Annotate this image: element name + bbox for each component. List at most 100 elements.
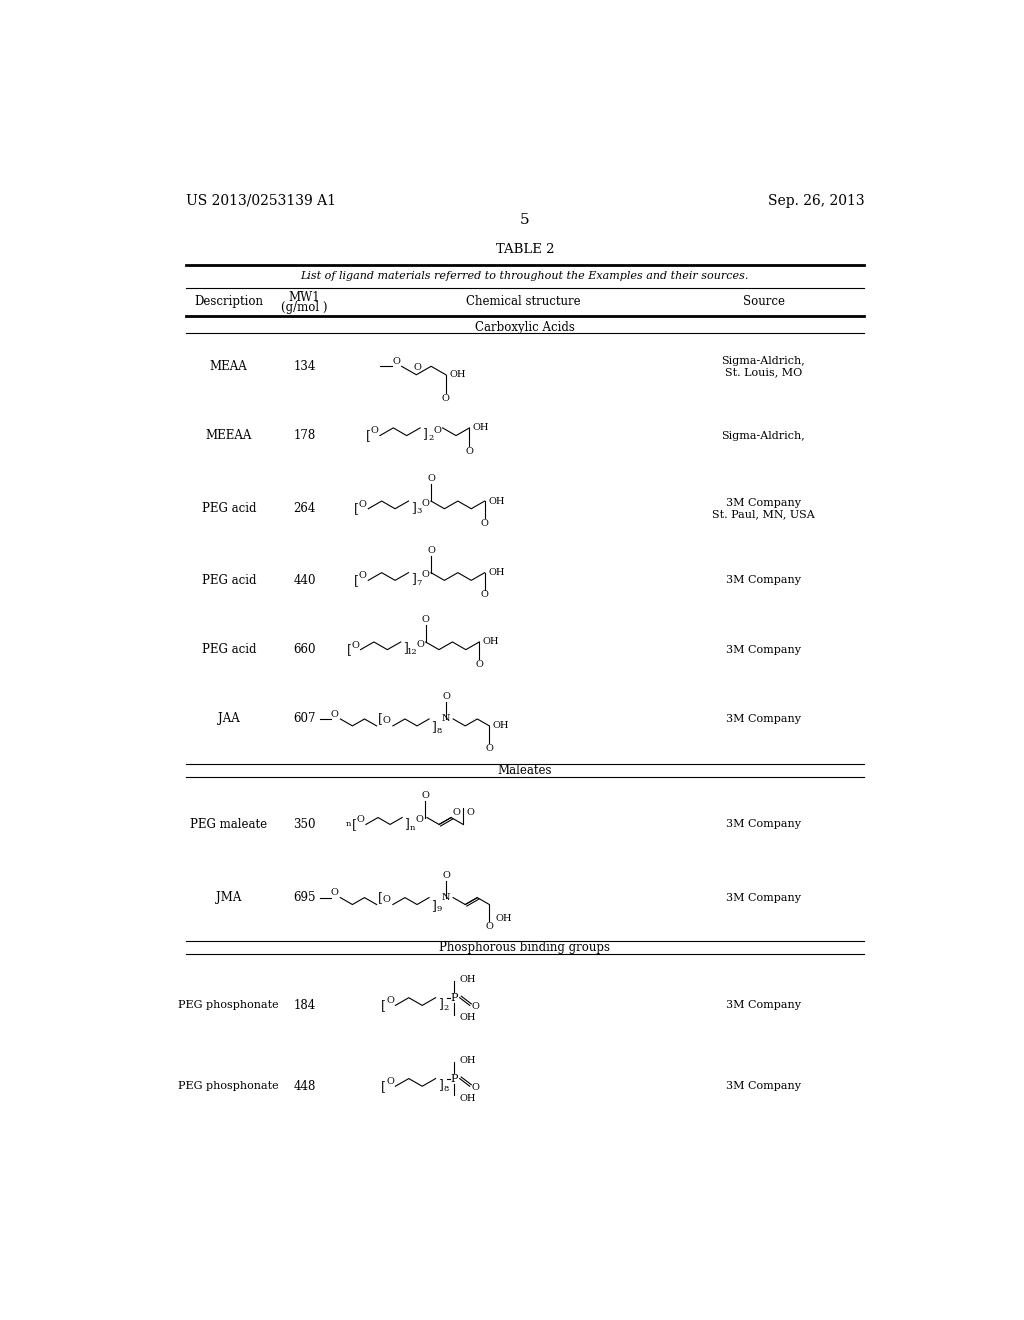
Text: O: O (414, 363, 422, 371)
Text: O: O (442, 871, 451, 879)
Text: ]: ] (411, 573, 416, 585)
Text: ]: ] (438, 998, 442, 1010)
Text: [: [ (352, 818, 356, 832)
Text: US 2013/0253139 A1: US 2013/0253139 A1 (186, 194, 336, 207)
Text: O: O (386, 997, 394, 1006)
Text: JMA: JMA (216, 891, 242, 904)
Text: Description: Description (195, 296, 263, 308)
Text: ]: ] (430, 899, 435, 912)
Text: P: P (451, 1073, 458, 1084)
Text: 3: 3 (417, 507, 422, 515)
Text: 12: 12 (408, 648, 418, 656)
Text: 3M Company: 3M Company (726, 892, 801, 903)
Text: ]: ] (411, 500, 416, 513)
Text: JAA: JAA (218, 713, 240, 726)
Text: O: O (466, 808, 474, 817)
Text: 8: 8 (443, 1085, 450, 1093)
Text: 350: 350 (294, 818, 316, 832)
Text: TABLE 2: TABLE 2 (496, 243, 554, 256)
Text: O: O (480, 590, 488, 599)
Text: O: O (433, 426, 441, 434)
Text: OH: OH (482, 638, 499, 647)
Text: O: O (383, 715, 390, 725)
Text: 3M Company: 3M Company (726, 714, 801, 723)
Text: 448: 448 (294, 1080, 315, 1093)
Text: Sep. 26, 2013: Sep. 26, 2013 (768, 194, 864, 207)
Text: O: O (485, 923, 494, 932)
Text: P: P (451, 993, 458, 1003)
Text: O: O (422, 570, 429, 579)
Text: [: [ (366, 429, 371, 442)
Text: 607: 607 (294, 713, 316, 726)
Text: 7: 7 (417, 578, 422, 586)
Text: Sigma-Aldrich,: Sigma-Aldrich, (722, 430, 805, 441)
Text: O: O (371, 426, 379, 436)
Text: O: O (471, 1002, 479, 1011)
Text: Chemical structure: Chemical structure (466, 296, 581, 308)
Text: List of ligand materials referred to throughout the Examples and their sources.: List of ligand materials referred to thr… (301, 271, 749, 281)
Text: 264: 264 (294, 502, 315, 515)
Text: N: N (442, 714, 451, 723)
Text: Maleates: Maleates (498, 764, 552, 777)
Text: OH: OH (460, 1014, 476, 1022)
Text: OH: OH (488, 568, 505, 577)
Text: O: O (331, 888, 339, 898)
Text: 3M Company: 3M Company (726, 576, 801, 585)
Text: Carboxylic Acids: Carboxylic Acids (475, 321, 574, 334)
Text: PEG acid: PEG acid (202, 502, 256, 515)
Text: OH: OH (495, 913, 512, 923)
Text: O: O (442, 395, 450, 403)
Text: O: O (356, 816, 365, 824)
Text: n: n (410, 824, 415, 832)
Text: Sigma-Aldrich,
St. Louis, MO: Sigma-Aldrich, St. Louis, MO (722, 355, 805, 378)
Text: O: O (427, 546, 435, 554)
Text: MEEAA: MEEAA (206, 429, 252, 442)
Text: 3M Company: 3M Company (726, 644, 801, 655)
Text: OH: OH (460, 974, 476, 983)
Text: 3M Company: 3M Company (726, 1001, 801, 1010)
Text: O: O (471, 1084, 479, 1092)
Text: Phosphorous binding groups: Phosphorous binding groups (439, 941, 610, 954)
Text: O: O (422, 615, 429, 624)
Text: [: [ (381, 999, 386, 1012)
Text: [: [ (346, 643, 351, 656)
Text: O: O (393, 358, 400, 366)
Text: 2: 2 (428, 434, 433, 442)
Text: [: [ (354, 574, 359, 587)
Text: 178: 178 (294, 429, 315, 442)
Text: O: O (453, 808, 460, 817)
Text: PEG phosphonate: PEG phosphonate (178, 1001, 280, 1010)
Text: ]: ] (422, 428, 427, 441)
Text: OH: OH (460, 1094, 476, 1104)
Text: O: O (422, 791, 429, 800)
Text: ]: ] (403, 642, 408, 655)
Text: O: O (386, 1077, 394, 1086)
Text: O: O (383, 895, 390, 904)
Text: ]: ] (430, 721, 435, 733)
Text: OH: OH (460, 1056, 476, 1064)
Text: [: [ (354, 502, 359, 515)
Text: 3M Company
St. Paul, MN, USA: 3M Company St. Paul, MN, USA (712, 498, 815, 520)
Text: O: O (485, 743, 494, 752)
Text: O: O (416, 816, 423, 824)
Text: PEG acid: PEG acid (202, 574, 256, 587)
Text: 2: 2 (443, 1003, 450, 1011)
Text: N: N (442, 894, 451, 902)
Text: ]: ] (403, 817, 409, 830)
Text: [: [ (381, 1080, 386, 1093)
Text: O: O (416, 640, 424, 648)
Text: O: O (358, 500, 367, 508)
Text: [: [ (378, 713, 383, 726)
Text: OH: OH (493, 722, 509, 730)
Text: O: O (358, 572, 367, 581)
Text: n: n (346, 821, 351, 829)
Text: 184: 184 (294, 999, 315, 1012)
Text: PEG maleate: PEG maleate (190, 818, 267, 832)
Text: 3M Company: 3M Company (726, 820, 801, 829)
Text: O: O (351, 640, 359, 649)
Text: PEG phosphonate: PEG phosphonate (178, 1081, 280, 1092)
Text: O: O (475, 660, 483, 669)
Text: OH: OH (450, 371, 466, 379)
Text: 5: 5 (520, 213, 529, 227)
Text: OH: OH (488, 496, 505, 506)
